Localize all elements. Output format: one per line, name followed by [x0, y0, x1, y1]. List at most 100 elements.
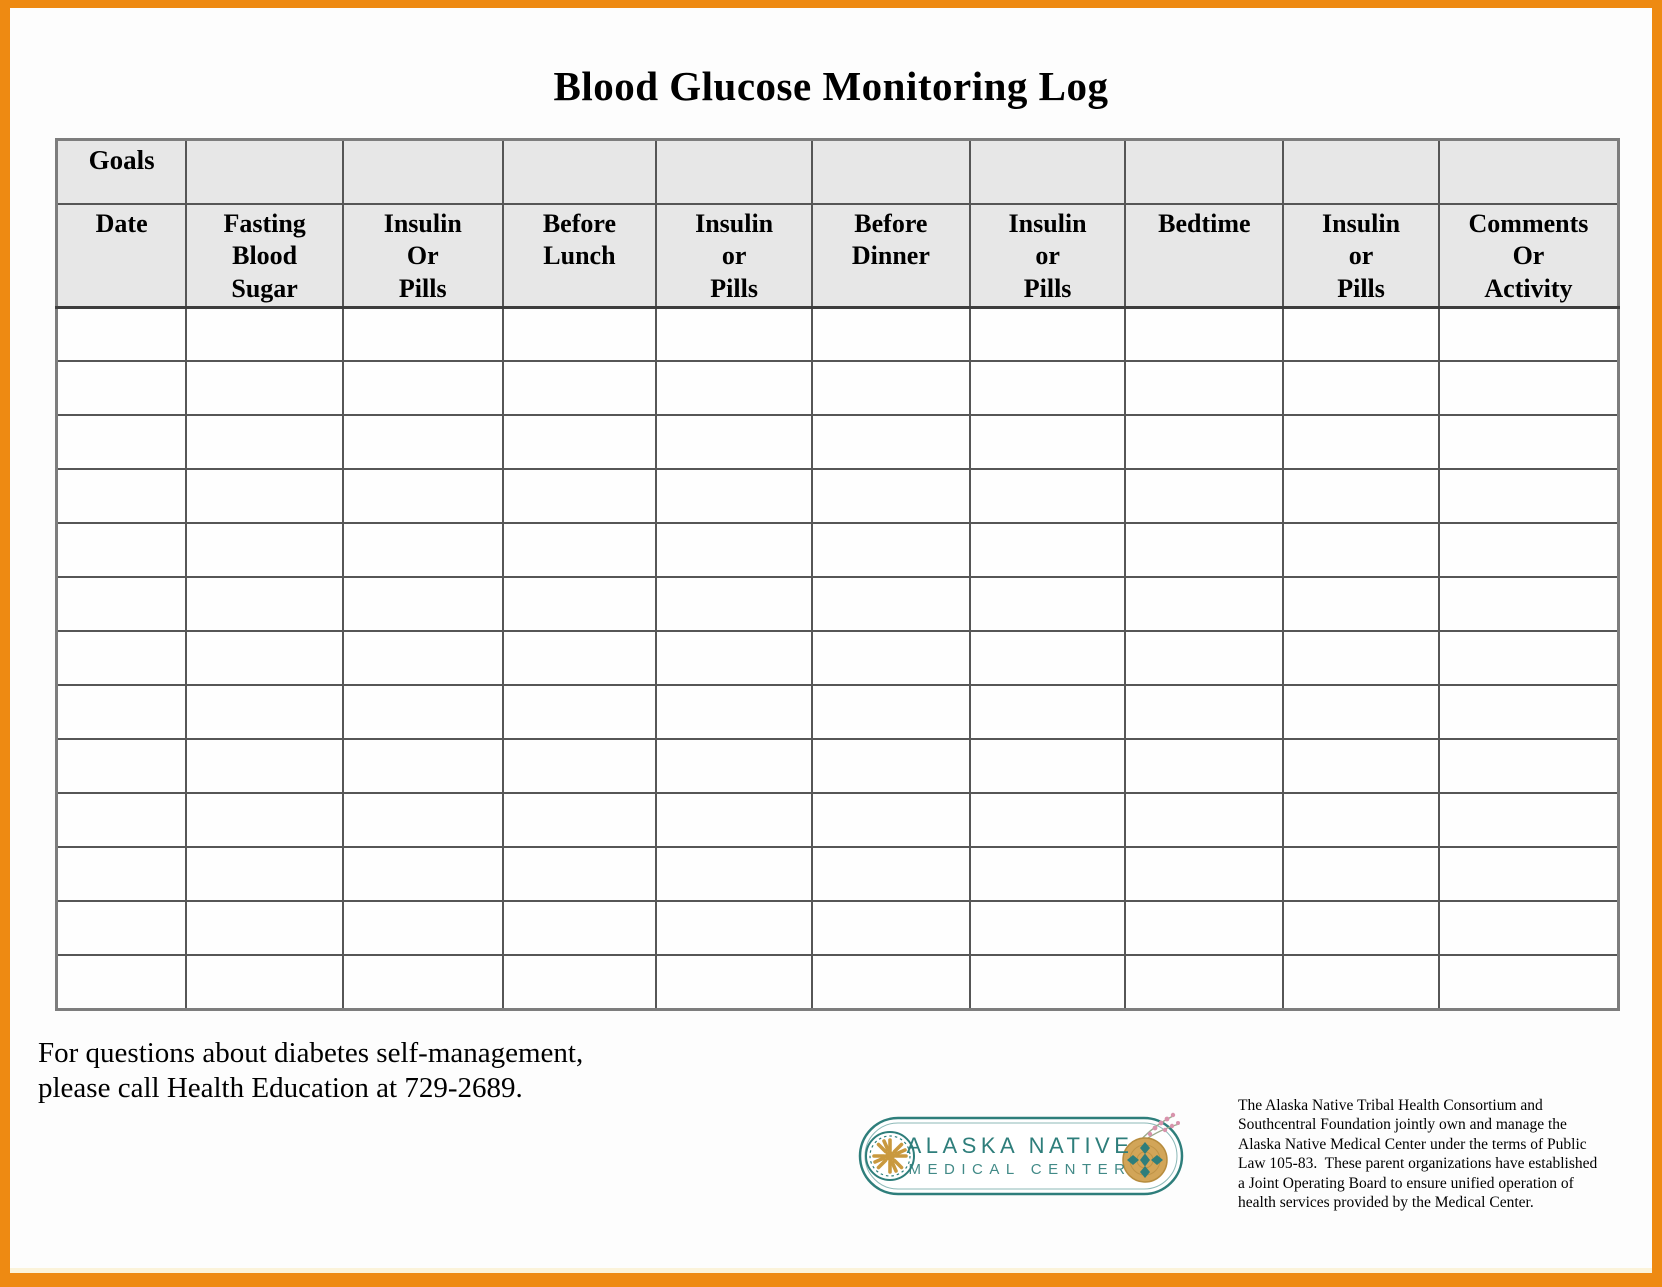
empty-log-cell [1282, 684, 1440, 741]
empty-log-cell [501, 900, 658, 957]
empty-log-cell [1124, 684, 1285, 741]
empty-log-cell [1437, 954, 1620, 1011]
empty-log-cell [1282, 522, 1440, 579]
empty-log-cell [185, 738, 344, 795]
empty-log-cell [655, 738, 813, 795]
empty-log-cell [1124, 954, 1285, 1011]
column-header-bedtime: Bedtime [1124, 202, 1285, 309]
empty-log-cell [655, 846, 813, 903]
log-table-body: Goals Date Fasting Blood Sugar Insulin O… [55, 138, 1620, 1011]
empty-log-cell [810, 522, 971, 579]
empty-log-cell [185, 306, 344, 363]
empty-log-cell [185, 630, 344, 687]
empty-log-cell [341, 792, 504, 849]
goals-value-cell [1282, 138, 1440, 205]
empty-log-cell [655, 522, 813, 579]
empty-log-cell [1124, 846, 1285, 903]
empty-log-cell [185, 468, 344, 525]
header-row: Date Fasting Blood Sugar Insulin Or Pill… [55, 202, 1620, 309]
empty-log-cell [55, 900, 188, 957]
empty-log-cell [1124, 360, 1285, 417]
empty-log-cell [1282, 900, 1440, 957]
empty-log-cell [501, 576, 658, 633]
empty-log-cell [185, 954, 344, 1011]
empty-log-cell [1437, 414, 1620, 471]
empty-log-cell [55, 306, 188, 363]
empty-log-cell [1282, 414, 1440, 471]
empty-log-cell [1124, 414, 1285, 471]
empty-log-cell [55, 792, 188, 849]
empty-log-cell [1437, 846, 1620, 903]
empty-log-cell [1282, 306, 1440, 363]
empty-log-cell [501, 360, 658, 417]
column-header-insulin-or-pills-3: Insulin or Pills [968, 202, 1127, 309]
empty-log-cell [968, 360, 1127, 417]
empty-log-cell [1437, 738, 1620, 795]
empty-log-cell [341, 414, 504, 471]
column-header-insulin-or-pills-2: Insulin or Pills [655, 202, 813, 309]
empty-log-cell [1437, 306, 1620, 363]
empty-log-cell [501, 414, 658, 471]
goals-row: Goals [55, 138, 1620, 205]
empty-log-cell [501, 522, 658, 579]
log-table-empty-row [55, 738, 1620, 795]
goals-value-cell [968, 138, 1127, 205]
empty-log-cell [1437, 360, 1620, 417]
column-header-before-lunch: Before Lunch [501, 202, 658, 309]
empty-log-cell [185, 522, 344, 579]
log-table-empty-row [55, 306, 1620, 363]
empty-log-cell [185, 900, 344, 957]
empty-log-cell [55, 738, 188, 795]
empty-log-cell [655, 954, 813, 1011]
empty-log-cell [341, 306, 504, 363]
empty-log-cell [810, 576, 971, 633]
empty-log-cell [1437, 684, 1620, 741]
empty-log-cell [810, 306, 971, 363]
log-table-empty-row [55, 468, 1620, 525]
empty-log-cell [1282, 468, 1440, 525]
log-table-empty-row [55, 792, 1620, 849]
empty-log-cell [968, 954, 1127, 1011]
glucose-log-table: Goals Date Fasting Blood Sugar Insulin O… [55, 138, 1620, 1011]
empty-log-cell [341, 360, 504, 417]
log-table-empty-row [55, 576, 1620, 633]
empty-log-cell [655, 360, 813, 417]
empty-log-cell [655, 900, 813, 957]
empty-log-cell [1437, 900, 1620, 957]
column-header-insulin-or-pills-1: Insulin Or Pills [341, 202, 504, 309]
empty-log-cell [1124, 738, 1285, 795]
empty-log-cell [810, 846, 971, 903]
goals-label: Goals [88, 145, 155, 175]
empty-log-cell [185, 576, 344, 633]
empty-log-cell [501, 738, 658, 795]
anmc-logo: ALASKA NATIVE MEDICAL CENTER [858, 1112, 1184, 1196]
empty-log-cell [968, 468, 1127, 525]
log-table-empty-row [55, 900, 1620, 957]
empty-log-cell [1437, 792, 1620, 849]
column-header-fasting-blood-sugar: Fasting Blood Sugar [185, 202, 344, 309]
goals-cell: Goals [55, 138, 188, 205]
empty-log-cell [1124, 630, 1285, 687]
goals-value-cell [341, 138, 504, 205]
empty-log-cell [1124, 900, 1285, 957]
log-table-empty-row [55, 522, 1620, 579]
logo-name-line1: ALASKA NATIVE [907, 1133, 1134, 1158]
empty-log-cell [341, 684, 504, 741]
logo-name-line2: MEDICAL CENTER [909, 1161, 1132, 1178]
empty-log-cell [501, 684, 658, 741]
empty-log-cell [1124, 792, 1285, 849]
empty-log-cell [55, 576, 188, 633]
empty-log-cell [185, 846, 344, 903]
empty-log-cell [55, 846, 188, 903]
empty-log-cell [1282, 792, 1440, 849]
empty-log-cell [55, 522, 188, 579]
goals-value-cell [810, 138, 971, 205]
column-header-before-dinner: Before Dinner [810, 202, 971, 309]
empty-log-cell [810, 738, 971, 795]
empty-log-cell [185, 684, 344, 741]
empty-log-cell [968, 738, 1127, 795]
empty-log-cell [810, 630, 971, 687]
empty-log-cell [185, 792, 344, 849]
ownership-disclaimer: The Alaska Native Tribal Health Consorti… [1238, 1097, 1598, 1211]
empty-log-cell [655, 684, 813, 741]
